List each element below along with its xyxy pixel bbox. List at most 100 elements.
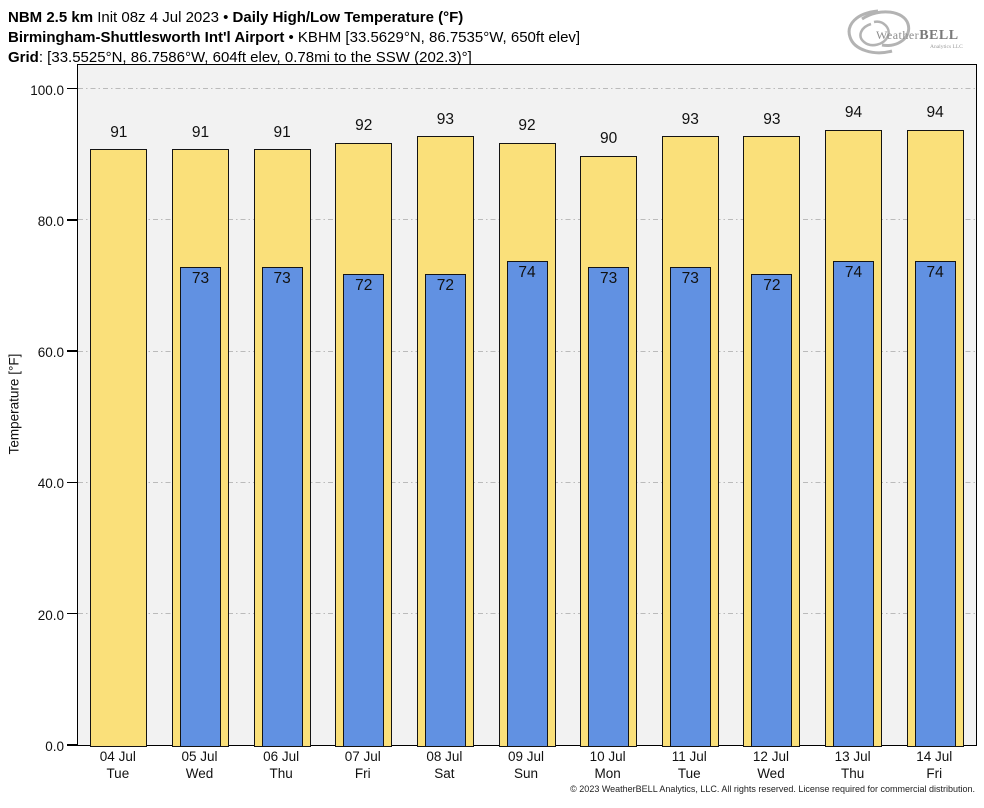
x-axis-date: 08 Jul bbox=[426, 749, 463, 764]
low-temp-bar: 72 bbox=[343, 273, 385, 747]
low-temp-value: 73 bbox=[681, 270, 699, 288]
y-tick-mark bbox=[67, 481, 77, 484]
logo-text-sub: Analytics LLC bbox=[930, 44, 963, 50]
high-temp-value: 91 bbox=[273, 123, 291, 141]
station-name: Birmingham-Shuttlesworth Int'l Airport bbox=[8, 29, 285, 46]
x-axis-label: 09 Jul Sun bbox=[485, 748, 567, 782]
x-axis-day: Tue bbox=[677, 766, 701, 781]
x-axis-date: 06 Jul bbox=[263, 749, 300, 764]
high-temp-value: 94 bbox=[926, 104, 944, 122]
low-temp-value: 74 bbox=[926, 263, 944, 281]
x-axis-date: 10 Jul bbox=[589, 749, 626, 764]
low-temp-bar: 74 bbox=[833, 260, 875, 747]
y-tick-label: 40.0 bbox=[37, 476, 64, 492]
x-axis-date: 12 Jul bbox=[752, 749, 789, 764]
low-temp-bar: 74 bbox=[914, 260, 956, 747]
x-axis-date: 14 Jul bbox=[916, 749, 953, 764]
y-tick-label: 0.0 bbox=[45, 739, 64, 754]
weatherbell-logo: WeatherBELL Analytics LLC bbox=[847, 9, 963, 55]
y-tick-mark bbox=[67, 219, 77, 221]
high-temp-value: 92 bbox=[518, 117, 536, 135]
grid-label: Grid bbox=[8, 49, 39, 66]
y-tick-mark bbox=[67, 744, 77, 746]
hurricane-swirl-icon bbox=[847, 9, 911, 55]
low-temp-bar: 73 bbox=[588, 267, 630, 747]
high-temp-value: 93 bbox=[436, 110, 454, 128]
x-axis-date: 11 Jul bbox=[671, 749, 707, 764]
y-axis-title: Temperature [°F] bbox=[6, 353, 22, 455]
y-gridline bbox=[78, 88, 976, 90]
low-temp-value: 73 bbox=[273, 270, 291, 288]
high-temp-value: 93 bbox=[681, 110, 699, 128]
low-temp-value: 72 bbox=[436, 276, 454, 294]
high-temp-value: 91 bbox=[191, 123, 210, 141]
y-tick-label: 80.0 bbox=[37, 213, 64, 229]
low-temp-value: 72 bbox=[355, 276, 373, 294]
x-axis-date: 13 Jul bbox=[834, 749, 871, 764]
x-axis-day: Thu bbox=[269, 766, 293, 781]
chart-header: NBM 2.5 km Init 08z 4 Jul 2023 • Daily H… bbox=[8, 8, 580, 68]
low-temp-bar: 72 bbox=[424, 273, 466, 747]
x-axis-label: 04 Jul Tue bbox=[77, 748, 159, 782]
low-temp-value: 73 bbox=[600, 270, 618, 288]
low-temp-value: 73 bbox=[191, 270, 210, 288]
x-axis-day: Fri bbox=[354, 766, 371, 781]
header-line-station: Birmingham-Shuttlesworth Int'l Airport •… bbox=[8, 28, 580, 48]
low-temp-value: 72 bbox=[763, 276, 781, 294]
y-tick-label: 100.0 bbox=[30, 82, 64, 98]
high-temp-value: 94 bbox=[844, 104, 863, 122]
low-temp-value: 74 bbox=[518, 263, 536, 281]
high-temp-value: 90 bbox=[600, 130, 618, 148]
x-axis-label: 05 Jul Wed bbox=[159, 748, 241, 782]
x-axis-labels: 04 Jul Tue 05 Jul Wed 06 Jul Thu 07 Jul Fri 08 J… bbox=[77, 748, 975, 782]
high-temp-bar bbox=[90, 149, 148, 747]
grid-coords: : [33.5525°N, 86.7586°W, 604ft elev, 0.7… bbox=[38, 49, 472, 66]
low-temp-bar: 73 bbox=[669, 267, 711, 747]
x-axis-date: 05 Jul bbox=[181, 749, 218, 764]
low-temp-bar: 72 bbox=[751, 273, 793, 747]
high-temp-value: 91 bbox=[110, 123, 128, 141]
x-axis-label: 08 Jul Sat bbox=[404, 748, 486, 782]
x-axis-label: 14 Jul Fri bbox=[893, 748, 975, 782]
model-name: NBM 2.5 km bbox=[8, 9, 94, 26]
x-axis-day: Mon bbox=[594, 766, 621, 781]
x-axis-day: Wed bbox=[757, 766, 785, 781]
copyright-footer: © 2023 WeatherBELL Analytics, LLC. All r… bbox=[570, 784, 975, 794]
x-axis-label: 06 Jul Thu bbox=[240, 748, 322, 782]
low-temp-bar: 74 bbox=[506, 260, 548, 747]
logo-text-weather: Weather bbox=[876, 28, 919, 42]
x-axis-label: 10 Jul Mon bbox=[567, 748, 649, 782]
y-tick-label: 20.0 bbox=[37, 607, 64, 623]
y-tick-label: 60.0 bbox=[37, 345, 64, 361]
svg-text:WeatherBELL: WeatherBELL bbox=[876, 28, 959, 43]
low-temp-value: 74 bbox=[844, 263, 863, 281]
low-temp-bar: 73 bbox=[261, 267, 303, 747]
y-tick-mark bbox=[67, 87, 77, 90]
station-coords: • KBHM [33.5629°N, 86.7535°W, 650ft elev… bbox=[284, 29, 581, 46]
x-axis-label: 12 Jul Wed bbox=[730, 748, 812, 782]
x-axis-date: 07 Jul bbox=[344, 749, 381, 764]
x-axis-day: Sun bbox=[514, 766, 539, 781]
x-axis-day: Thu bbox=[840, 766, 865, 781]
x-axis-date: 04 Jul bbox=[99, 749, 136, 764]
x-axis-label: 07 Jul Fri bbox=[322, 748, 404, 782]
x-axis-label: 11 Jul Tue bbox=[648, 748, 730, 782]
init-time: Init 08z 4 Jul 2023 • bbox=[93, 9, 233, 26]
high-temp-value: 92 bbox=[355, 117, 373, 135]
y-tick-mark bbox=[67, 612, 77, 615]
header-line-model: NBM 2.5 km Init 08z 4 Jul 2023 • Daily H… bbox=[8, 8, 580, 28]
x-axis-day: Tue bbox=[106, 766, 130, 781]
logo-text-bell: BELL bbox=[919, 28, 958, 43]
x-axis-date: 09 Jul bbox=[508, 749, 545, 764]
chart-title: Daily High/Low Temperature (°F) bbox=[232, 9, 464, 26]
x-axis-day: Wed bbox=[185, 766, 214, 781]
y-tick-mark bbox=[67, 350, 77, 352]
high-temp-value: 93 bbox=[763, 110, 781, 128]
x-axis-day: Fri bbox=[926, 766, 943, 781]
low-temp-bar: 73 bbox=[179, 267, 221, 747]
x-axis-label: 13 Jul Thu bbox=[812, 748, 894, 782]
plot-area: 0.0 20.0 40.0 60.0 80.0 100.0 91 91 73 91 73 92 72 93… bbox=[30, 64, 977, 754]
header-line-grid: Grid: [33.5525°N, 86.7586°W, 604ft elev,… bbox=[8, 48, 580, 68]
x-axis-day: Sat bbox=[434, 766, 455, 781]
